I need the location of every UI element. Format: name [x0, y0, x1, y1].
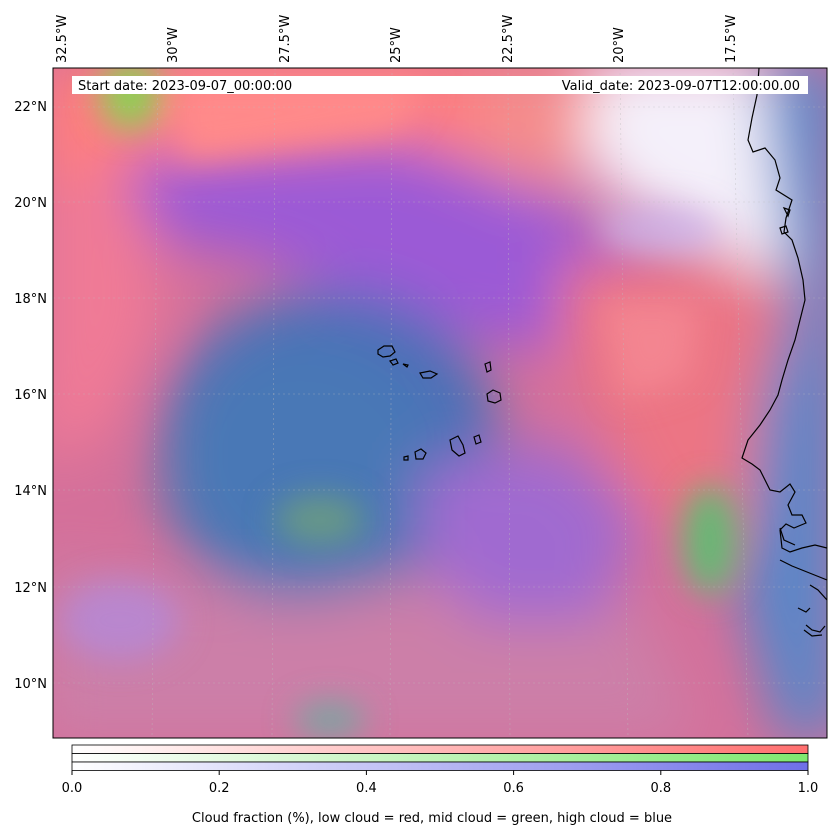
date-banner [72, 76, 808, 94]
colorbar-tick-5: 1.0 [798, 781, 819, 796]
cape-verde-islands [377, 345, 502, 461]
cloud-field [53, 68, 827, 738]
lon-label-22-5w: 22.5°W [501, 15, 516, 63]
valid-date-label: Valid_date: 2023-09-07T12:00:00.00 [562, 79, 800, 94]
lat-label-16n: 16°N [14, 388, 47, 403]
lon-label-27-5w: 27.5°W [278, 15, 293, 63]
colorbar-tick-4: 0.8 [650, 781, 671, 796]
colorbar: 0.0 0.2 0.4 0.6 0.8 1.0 Cloud fraction (… [62, 744, 819, 826]
colorbar-low-cloud [71, 744, 809, 754]
africa-coastline [741, 68, 827, 637]
colorbar-tick-2: 0.4 [356, 781, 377, 796]
lat-label-14n: 14°N [14, 484, 47, 499]
start-date-label: Start date: 2023-09-07_00:00:00 [78, 79, 292, 94]
lon-label-32-5w: 32.5°W [55, 15, 70, 63]
graticule [53, 68, 827, 738]
lat-label-12n: 12°N [14, 581, 47, 596]
latitude-labels: 22°N 20°N 18°N 16°N 14°N 12°N 10°N [14, 100, 47, 692]
colorbar-mid-cloud [71, 753, 809, 763]
lon-label-20w: 20°W [612, 27, 627, 63]
map-frame [52, 67, 828, 739]
lat-label-10n: 10°N [14, 677, 47, 692]
colorbar-tick-3: 0.6 [503, 781, 524, 796]
lat-label-18n: 18°N [14, 292, 47, 307]
longitude-labels: 32.5°W 30°W 27.5°W 25°W 22.5°W 20°W 17.5… [55, 15, 739, 63]
colorbar-title: Cloud fraction (%), low cloud = red, mid… [192, 811, 672, 826]
lat-label-22n: 22°N [14, 100, 47, 115]
lon-label-17-5w: 17.5°W [724, 15, 739, 63]
colorbar-high-cloud [71, 761, 809, 771]
colorbar-tick-0: 0.0 [62, 781, 83, 796]
lat-label-20n: 20°N [14, 196, 47, 211]
lon-label-25w: 25°W [389, 27, 404, 63]
colorbar-tick-1: 0.2 [209, 781, 230, 796]
lon-label-30w: 30°W [166, 27, 181, 63]
